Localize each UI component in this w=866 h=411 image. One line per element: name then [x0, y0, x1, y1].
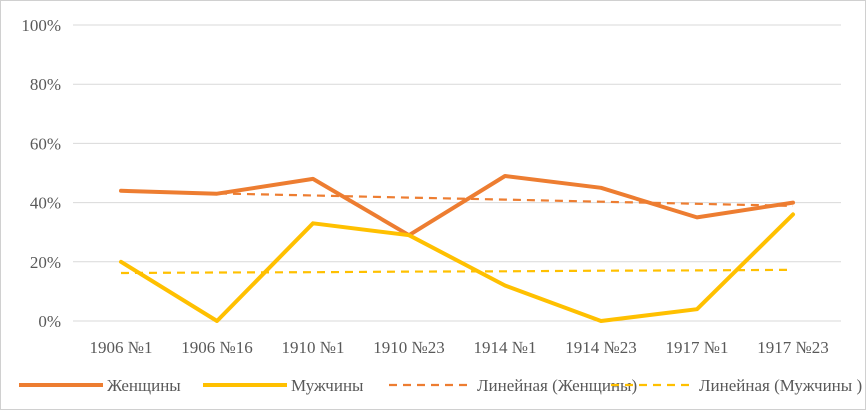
series-line-1 [119, 212, 795, 323]
y-tick-label: 20% [30, 253, 61, 272]
y-tick-label: 0% [38, 312, 61, 331]
series-lines [119, 174, 795, 323]
y-tick-label: 60% [30, 134, 61, 153]
legend-label: Мужчины [291, 376, 364, 395]
legend-label: Женщины [107, 376, 181, 395]
x-axis-ticks: 1906 №1 1906 №16 1910 №1 1910 №23 1914 №1 191… [90, 338, 829, 357]
y-tick-label: 80% [30, 75, 61, 94]
legend-label: Линейная (Мужчины ) [699, 376, 862, 395]
y-tick-label: 40% [30, 194, 61, 213]
trendline-3 [120, 268, 794, 275]
x-tick-label: 1906 №16 [181, 338, 252, 357]
x-tick-label: 1917 №1 [666, 338, 729, 357]
trendline-2 [120, 190, 794, 207]
x-tick-label: 1906 №1 [90, 338, 153, 357]
y-tick-label: 100% [21, 16, 61, 35]
legend: Женщины Мужчины Линейная (Женщины) Линейная… [19, 376, 862, 395]
series-line-0 [119, 174, 795, 238]
x-tick-label: 1917 №23 [757, 338, 828, 357]
x-tick-label: 1914 №23 [565, 338, 636, 357]
x-tick-label: 1910 №23 [373, 338, 444, 357]
gridlines [73, 24, 841, 322]
x-tick-label: 1910 №1 [282, 338, 345, 357]
legend-label: Линейная (Женщины) [477, 376, 637, 395]
x-tick-label: 1914 №1 [474, 338, 537, 357]
y-axis-ticks: 0% 20% 40% 60% 80% 100% [21, 16, 61, 331]
